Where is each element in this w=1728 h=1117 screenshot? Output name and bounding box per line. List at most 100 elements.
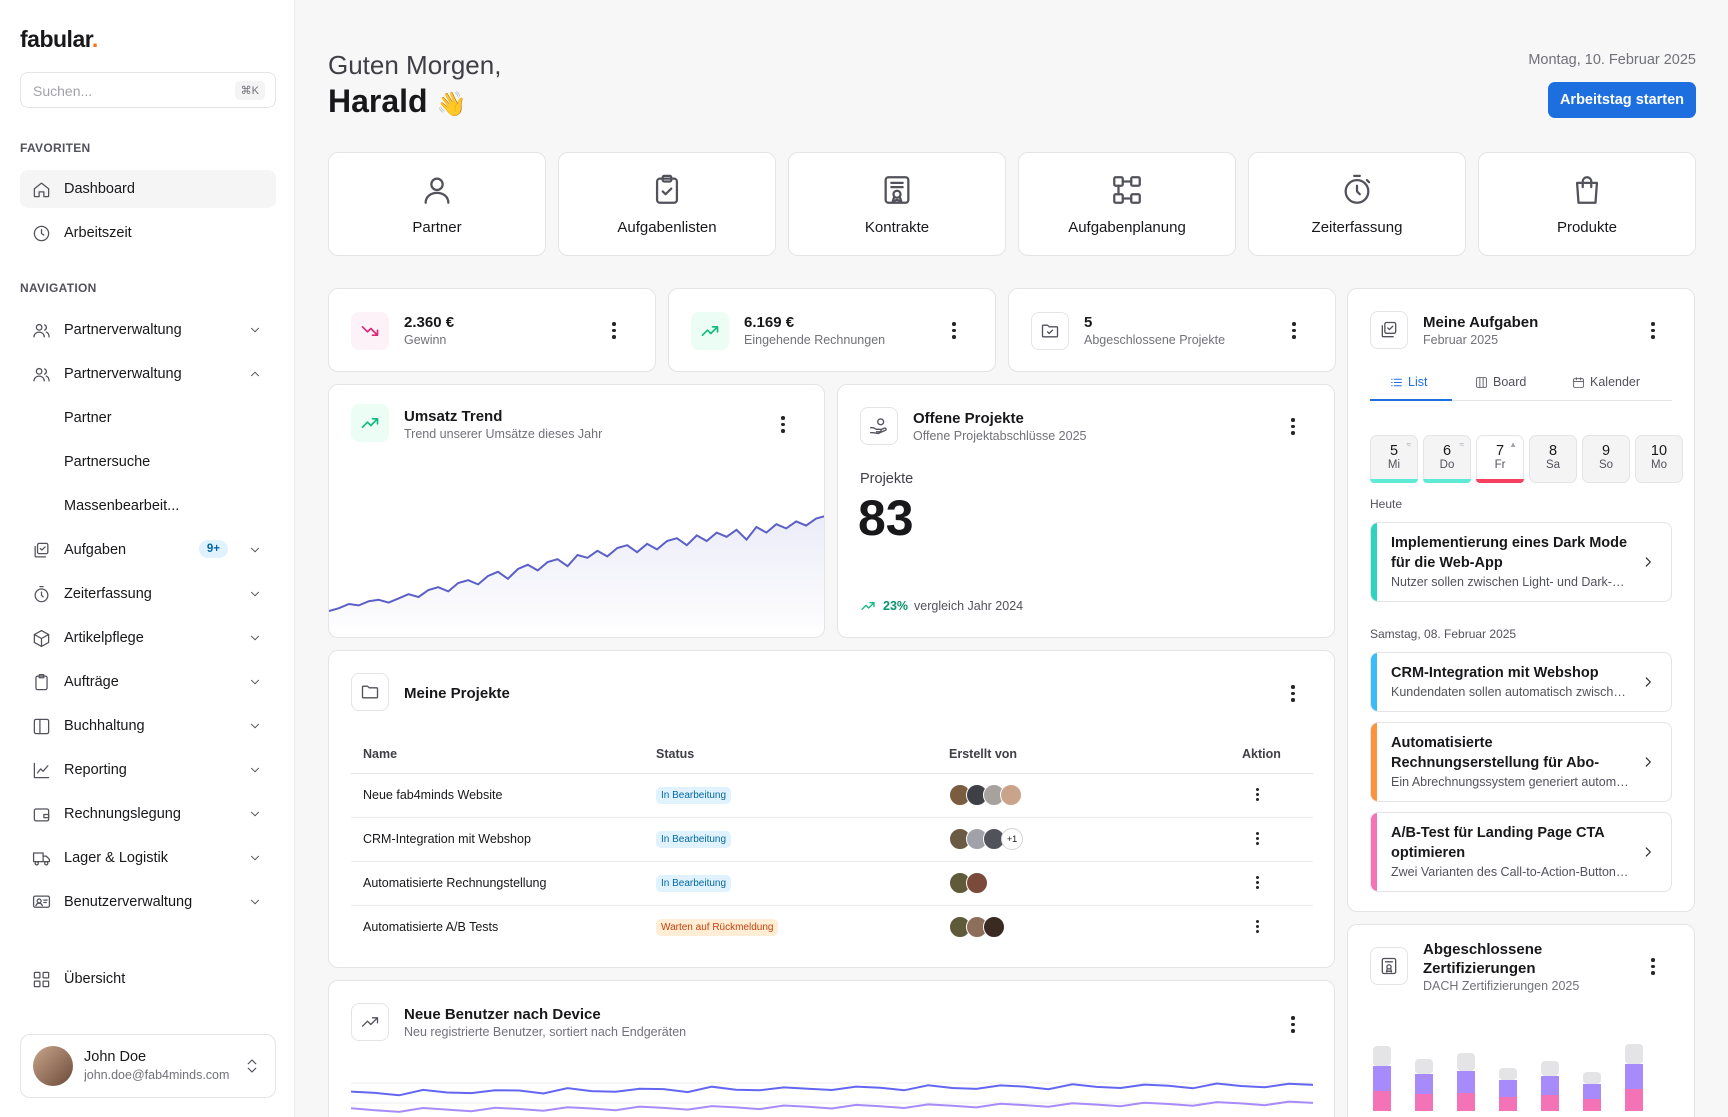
day-do[interactable]: 6 Do ≈ — [1423, 435, 1471, 483]
more-menu-icon[interactable] — [1290, 418, 1296, 436]
chevron-up-icon — [251, 371, 259, 377]
start-workday-button[interactable]: Arbeitstag starten — [1548, 82, 1696, 118]
sidebar-item-label: Benutzerverwaltung — [64, 894, 193, 910]
chevron-down-icon — [251, 899, 259, 905]
sidebar-item-uebersicht[interactable]: Übersicht — [20, 960, 276, 998]
day-mo[interactable]: 10 Mo — [1635, 435, 1683, 483]
column-header: Aktion — [1230, 735, 1313, 774]
day-mi[interactable]: 5 Mi ≈ — [1370, 435, 1418, 483]
sidebar-item-rechnungslegung[interactable]: Rechnungslegung — [20, 795, 276, 833]
sidebar-subitem-label: Partner — [64, 410, 112, 426]
more-menu-icon[interactable] — [1290, 685, 1296, 703]
table-row[interactable]: CRM-Integration mit Webshop In Bearbeitu… — [351, 817, 1313, 862]
sidebar-item-artikelpflege[interactable]: Artikelpflege — [20, 619, 276, 657]
box-icon — [33, 629, 50, 648]
day-weekday: Fr — [1494, 459, 1506, 471]
table-row[interactable]: Automatisierte A/B Tests Warten auf Rück… — [351, 905, 1313, 949]
sidebar-item-label: Aufgaben — [64, 542, 127, 558]
navigation-heading: NAVIGATION — [20, 281, 97, 295]
more-menu-icon[interactable] — [951, 322, 957, 340]
sidebar-item-lager-logistik[interactable]: Lager & Logistik — [20, 839, 276, 877]
task-description: Ein Abrechnungssystem generiert automati… — [1391, 775, 1631, 789]
quick-action-label: Aufgabenlisten — [617, 219, 717, 236]
clock-icon — [33, 225, 50, 242]
day-so[interactable]: 9 So — [1582, 435, 1630, 483]
row-action-icon[interactable] — [1254, 920, 1260, 934]
quick-action-partner[interactable]: Partner — [328, 152, 546, 256]
task-card[interactable]: CRM-Integration mit Webshop Kundendaten … — [1370, 652, 1672, 712]
user-greeting-name: Harald 👋 — [328, 83, 466, 120]
sidebar-item-partnerverwaltung-expanded[interactable]: Partnerverwaltung — [20, 355, 276, 393]
sidebar-item-label: Dashboard — [64, 181, 135, 197]
trend-up-icon — [861, 602, 875, 610]
avatar — [983, 916, 1005, 939]
sidebar-item-partnerverwaltung[interactable]: Partnerverwaltung — [20, 311, 276, 349]
more-menu-icon[interactable] — [1291, 322, 1297, 340]
column-header[interactable]: Name — [351, 735, 644, 774]
column-header[interactable]: Status — [644, 735, 937, 774]
quick-action-aufgabenplanung[interactable]: Aufgabenplanung — [1018, 152, 1236, 256]
sidebar-item-arbeitszeit[interactable]: Arbeitszeit — [20, 214, 276, 252]
more-avatars-count: +1 — [1001, 828, 1023, 850]
aufgaben-count-badge: 9+ — [198, 540, 228, 558]
day-weekday: So — [1598, 459, 1614, 471]
status-badge: Warten auf Rückmeldung — [656, 918, 779, 936]
task-card[interactable]: A/B-Test für Landing Page CTA optimieren… — [1370, 812, 1672, 892]
more-menu-icon[interactable] — [780, 416, 786, 434]
quick-action-label: Aufgabenplanung — [1068, 219, 1186, 236]
more-menu-icon[interactable] — [1650, 958, 1656, 976]
shopping-bag-icon — [1575, 176, 1599, 204]
sidebar-item-buchhaltung[interactable]: Buchhaltung — [20, 707, 276, 745]
creator-avatars: +1 — [949, 828, 1218, 850]
app-logo[interactable]: fabular. — [20, 26, 98, 52]
table-row[interactable]: Automatisierte Rechnungstellung In Bearb… — [351, 861, 1313, 906]
sidebar-item-auftraege[interactable]: Aufträge — [20, 663, 276, 701]
user-name: John Doe — [84, 1049, 147, 1065]
timer-icon — [34, 585, 49, 603]
sidebar-subitem-partner[interactable]: Partner — [20, 399, 276, 437]
row-action-icon[interactable] — [1254, 832, 1260, 846]
bar-so-segment-1 — [1625, 1064, 1643, 1089]
search-input[interactable]: Suchen... ⌘K — [20, 72, 276, 108]
tab-list[interactable]: List — [1390, 375, 1427, 389]
sidebar-item-zeiterfassung[interactable]: Zeiterfassung — [20, 575, 276, 613]
quick-action-zeiterfassung[interactable]: Zeiterfassung — [1248, 152, 1466, 256]
project-name: Automatisierte Rechnungstellung — [351, 861, 644, 906]
table-row[interactable]: Neue fab4minds Website In Bearbeitung — [351, 773, 1313, 818]
more-menu-icon[interactable] — [1290, 1016, 1296, 1034]
projects-compare: vergleich Jahr 2024 — [914, 599, 1024, 613]
card-title: Meine Projekte — [404, 685, 510, 702]
card-title: Neue Benutzer nach Device — [404, 1006, 601, 1023]
more-menu-icon[interactable] — [611, 322, 617, 340]
sidebar-item-reporting[interactable]: Reporting — [20, 751, 276, 789]
tab-label: List — [1408, 375, 1428, 389]
bar-di-segment-0 — [1415, 1094, 1433, 1111]
day-fr[interactable]: 7 Fr ▲ — [1476, 435, 1524, 483]
bar-sa-segment-2 — [1583, 1072, 1601, 1084]
quick-action-label: Zeiterfassung — [1311, 219, 1403, 236]
active-tab-indicator — [1370, 399, 1452, 401]
row-action-icon[interactable] — [1254, 788, 1260, 802]
bar-so-segment-0 — [1625, 1089, 1643, 1111]
sidebar-item-aufgaben[interactable]: Aufgaben 9+ — [20, 531, 276, 569]
quick-action-kontrakte[interactable]: Kontrakte — [788, 152, 1006, 256]
sidebar-subitem-massenbearbeitung[interactable]: Massenbearbeit... — [20, 487, 276, 525]
quick-action-produkte[interactable]: Produkte — [1478, 152, 1696, 256]
sidebar-subitem-partnersuche[interactable]: Partnersuche — [20, 443, 276, 481]
tab-kalender[interactable]: Kalender — [1572, 375, 1640, 389]
avatar — [1000, 784, 1022, 806]
day-sa[interactable]: 8 Sa — [1529, 435, 1577, 483]
task-card[interactable]: Implementierung eines Dark Mode für die … — [1370, 522, 1672, 602]
column-header[interactable]: Erstellt von — [937, 735, 1230, 774]
quick-action-aufgabenlisten[interactable]: Aufgabenlisten — [558, 152, 776, 256]
more-menu-icon[interactable] — [1650, 322, 1656, 340]
row-action-icon[interactable] — [1254, 876, 1260, 890]
sidebar-item-benutzerverwaltung[interactable]: Benutzerverwaltung — [20, 883, 276, 921]
view-tabs: List Board Kalender — [1370, 373, 1672, 401]
search-shortcut: ⌘K — [234, 81, 265, 100]
tab-board[interactable]: Board — [1475, 375, 1526, 389]
sidebar-item-dashboard[interactable]: Dashboard — [20, 170, 276, 208]
task-card[interactable]: Automatisierte Rechnungserstellung für A… — [1370, 722, 1672, 802]
user-menu[interactable]: John Doe john.doe@fab4minds.com — [20, 1034, 276, 1098]
card-title: Offene Projekte — [913, 410, 1024, 427]
